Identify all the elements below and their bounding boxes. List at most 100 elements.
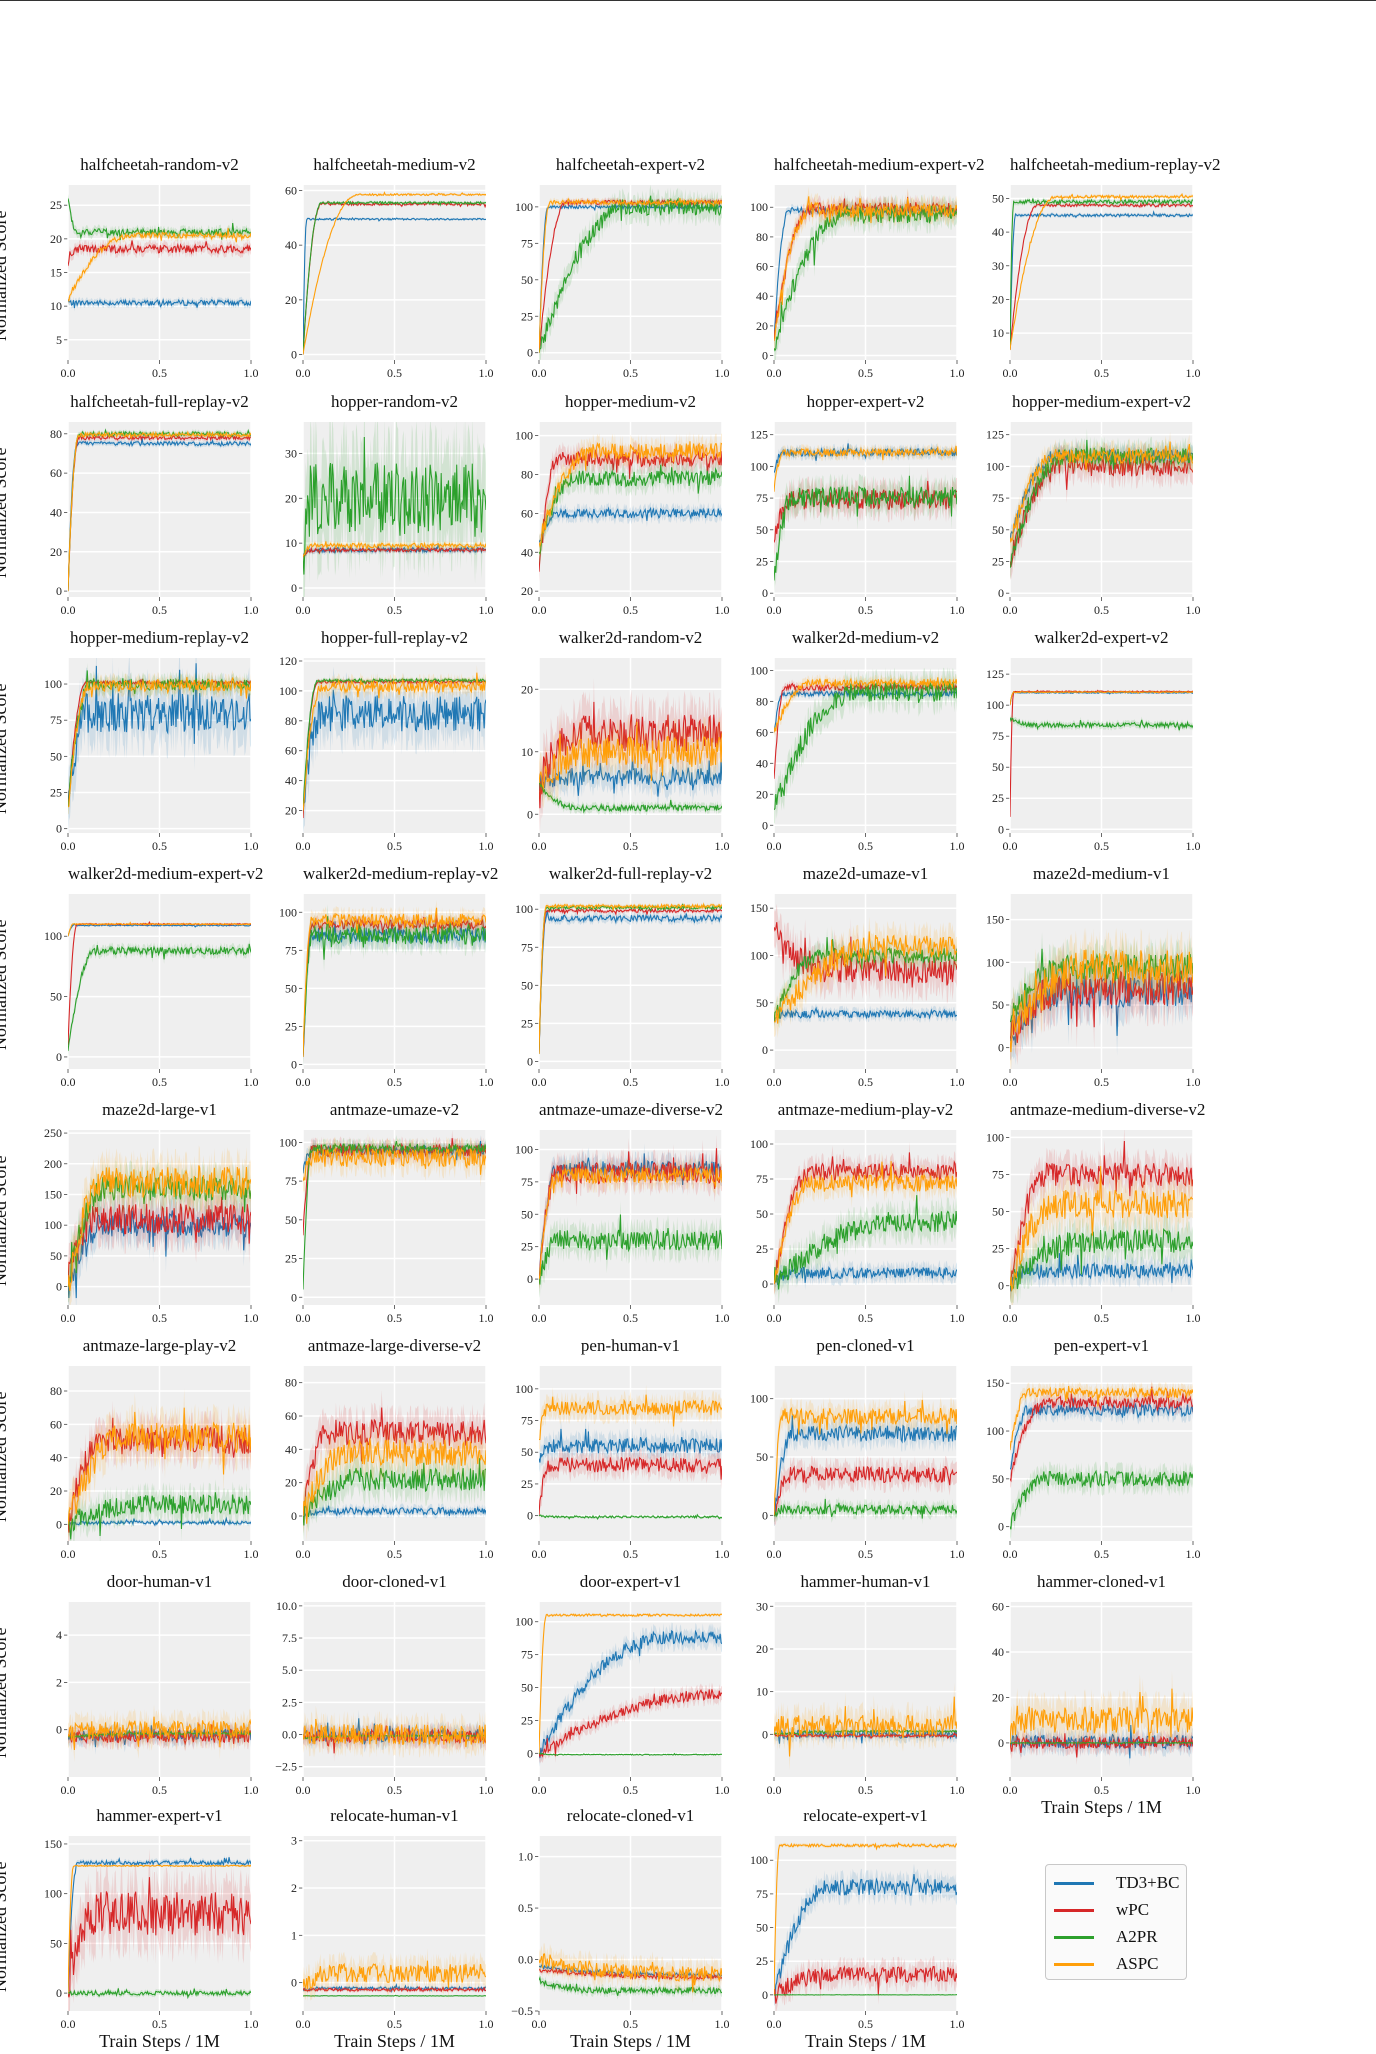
svg-text:150: 150	[750, 901, 768, 915]
svg-text:40: 40	[285, 1442, 297, 1456]
svg-text:0: 0	[291, 348, 297, 362]
series-line-ASPC	[539, 1612, 722, 1754]
svg-text:10: 10	[521, 745, 533, 759]
svg-text:50: 50	[756, 996, 768, 1010]
svg-text:20: 20	[992, 292, 1004, 306]
svg-text:1.0: 1.0	[1186, 1311, 1201, 1325]
series-line-TD3+BC	[303, 1505, 486, 1518]
chart-title: hopper-medium-replay-v2	[69, 628, 250, 647]
svg-text:0: 0	[291, 1509, 297, 1523]
svg-text:0.0: 0.0	[767, 2017, 782, 2031]
series-line-TD3+BC	[68, 663, 251, 807]
svg-text:0: 0	[291, 581, 297, 595]
series-line-A2PR	[303, 677, 486, 811]
svg-text:0.0: 0.0	[1003, 839, 1018, 853]
svg-text:100: 100	[279, 905, 297, 919]
chart-panel-walker2d-medium-replay-v2: walker2d-medium-replay-v2 0 25 50 75 100 0.0 0.…	[253, 864, 506, 1099]
svg-text:3: 3	[291, 1834, 297, 1848]
chart-panel-antmaze-large-diverse-v2: antmaze-large-diverse-v2 0 20 40 60 80 0.0 0.5 1…	[253, 1336, 506, 1571]
svg-text:25: 25	[521, 1240, 533, 1254]
svg-text:50: 50	[756, 1207, 768, 1221]
series-line-A2PR	[774, 1993, 957, 1996]
svg-text:80: 80	[50, 427, 62, 441]
svg-text:100: 100	[44, 1887, 62, 1901]
svg-text:40: 40	[521, 545, 533, 559]
svg-text:60: 60	[50, 1417, 62, 1431]
svg-text:0: 0	[527, 807, 533, 821]
legend-label: wPC	[1116, 1900, 1150, 1919]
svg-text:25: 25	[50, 786, 62, 800]
svg-text:−2.5: −2.5	[275, 1760, 297, 1774]
svg-text:60: 60	[50, 466, 62, 480]
plot-area: 0 10 20 0.0 0.5 1.0	[521, 658, 730, 853]
svg-text:0.5: 0.5	[1094, 1311, 1109, 1325]
series-line-TD3+BC	[539, 910, 722, 1054]
legend-item-td3bc: TD3+BC	[1054, 1871, 1179, 1895]
svg-text:75: 75	[285, 1174, 297, 1188]
svg-text:75: 75	[521, 1648, 533, 1662]
series-line-wPC	[539, 906, 722, 1054]
x-axis-label: Train Steps / 1M	[1041, 1797, 1162, 1817]
series-line-ASPC	[539, 1166, 722, 1280]
svg-text:20: 20	[521, 584, 533, 598]
x-axis-label: Train Steps / 1M	[334, 2031, 455, 2051]
legend-item-a2pr: A2PR	[1054, 1925, 1158, 1949]
chart-panel-halfcheetah-medium-v2: halfcheetah-medium-v2 0 20 40 60 0.0 0.5 1.0	[253, 155, 506, 390]
svg-text:75: 75	[992, 729, 1004, 743]
svg-text:0: 0	[56, 1986, 62, 2000]
svg-text:0.5: 0.5	[623, 2017, 638, 2031]
svg-text:60: 60	[285, 1409, 297, 1423]
series-line-ASPC	[68, 1165, 251, 1291]
svg-text:0.0: 0.0	[532, 1547, 547, 1561]
series-line-wPC	[68, 1877, 251, 1998]
svg-text:0.5: 0.5	[858, 839, 873, 853]
chart-title: hopper-full-replay-v2	[321, 628, 468, 647]
svg-text:75: 75	[50, 713, 62, 727]
chart-title: antmaze-umaze-diverse-v2	[539, 1100, 724, 1119]
svg-text:0.5: 0.5	[858, 2017, 873, 2031]
plot-area: 0 25 50 75 100 0.0 0.5 1.0	[515, 1602, 730, 1797]
plot-area: 0 50 100 150 0.0 0.5 1.0	[750, 894, 965, 1089]
svg-text:0.0: 0.0	[1003, 1547, 1018, 1561]
svg-text:100: 100	[986, 1424, 1004, 1438]
svg-text:50: 50	[992, 1472, 1004, 1486]
chart-title: halfcheetah-expert-v2	[555, 155, 706, 174]
chart-panel-antmaze-medium-play-v2: antmaze-medium-play-v2 0 25 50 75 100 0.0 0.5 1.…	[724, 1100, 977, 1335]
svg-text:40: 40	[285, 238, 297, 252]
chart-panel-walker2d-medium-expert-v2: walker2d-medium-expert-v2 0 50 100 0.0 0.5 1.0…	[0, 864, 271, 1099]
chart-title: maze2d-large-v1	[102, 1100, 217, 1119]
series-line-A2PR	[303, 1994, 486, 1997]
svg-text:40: 40	[285, 774, 297, 788]
svg-text:0.5: 0.5	[387, 1311, 402, 1325]
svg-text:0.5: 0.5	[1094, 1783, 1109, 1797]
svg-text:0: 0	[998, 1520, 1004, 1534]
svg-text:20: 20	[992, 1690, 1004, 1704]
legend-label: ASPC	[1116, 1954, 1159, 1973]
svg-text:0.5: 0.5	[152, 1547, 167, 1561]
series-line-TD3+BC	[68, 298, 251, 309]
series-line-A2PR	[68, 1988, 251, 2000]
plot-area: 0 20 40 60 80 100 0.0 0.5 1.0	[750, 185, 965, 380]
y-axis-label: Normalized Score	[0, 683, 10, 814]
plot-area: −0.50.00.51.00.0 0.5 1.0	[511, 1836, 730, 2031]
series-line-ASPC	[1010, 949, 1193, 1053]
svg-text:0: 0	[762, 349, 768, 363]
svg-text:20: 20	[285, 293, 297, 307]
svg-text:0.0: 0.0	[532, 1311, 547, 1325]
svg-text:60: 60	[756, 725, 768, 739]
svg-text:100: 100	[986, 698, 1004, 712]
series-line-A2PR	[774, 475, 957, 581]
plot-area: 0 25 50 75 100 0.0 0.5 1.0	[515, 185, 730, 380]
chart-panel-relocate-human-v1: relocate-human-v1 0 1 2 3 0.0 0.5 1.0 Train Step…	[253, 1806, 506, 2051]
svg-text:40: 40	[756, 289, 768, 303]
svg-text:25: 25	[521, 309, 533, 323]
series-line-A2PR	[303, 916, 486, 1057]
series-line-A2PR	[1010, 1469, 1193, 1530]
chart-panel-pen-cloned-v1: pen-cloned-v1 0 50 100 0.0 0.5 1.0	[724, 1336, 977, 1571]
svg-text:20: 20	[285, 491, 297, 505]
svg-text:20: 20	[285, 1476, 297, 1490]
chart-title: hopper-expert-v2	[806, 392, 925, 411]
svg-text:0.5: 0.5	[858, 1783, 873, 1797]
series-line-A2PR	[774, 1498, 957, 1519]
chart-title: hopper-medium-expert-v2	[1011, 392, 1192, 411]
